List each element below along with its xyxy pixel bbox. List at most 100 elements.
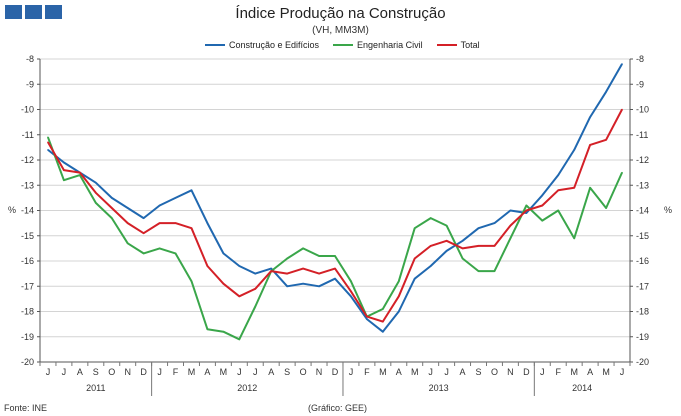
data-point <box>270 267 273 270</box>
x-tick-label: M <box>602 367 610 377</box>
data-point <box>222 282 225 285</box>
x-tick-label: O <box>491 367 498 377</box>
data-point <box>222 330 225 333</box>
data-point <box>477 245 480 247</box>
x-tick-label: D <box>332 367 339 377</box>
data-point <box>397 295 400 298</box>
data-point <box>525 204 528 207</box>
data-point <box>477 270 480 272</box>
data-point <box>605 207 607 209</box>
y-tick-label-left: -12 <box>21 155 34 165</box>
x-tick-label: O <box>108 367 115 377</box>
data-point <box>429 265 432 267</box>
data-point <box>557 174 560 176</box>
x-tick-label: J <box>428 367 433 377</box>
y-tick-label-left: -14 <box>21 206 34 216</box>
data-point <box>605 91 607 93</box>
data-point <box>509 237 512 240</box>
data-point <box>382 308 384 310</box>
data-point <box>318 255 320 257</box>
data-point <box>413 227 416 229</box>
data-point <box>95 192 97 194</box>
data-point <box>445 224 448 227</box>
data-point <box>477 227 480 229</box>
data-point <box>445 240 448 242</box>
x-tick-label: A <box>396 367 402 377</box>
data-point <box>429 217 432 219</box>
data-point <box>461 257 464 260</box>
data-point <box>382 320 384 323</box>
data-point <box>589 186 591 189</box>
x-tick-label: A <box>268 367 274 377</box>
data-point <box>573 237 575 240</box>
chart-title: Índice Produção na Construção <box>235 5 446 22</box>
year-label: 2013 <box>429 383 449 393</box>
y-axis-label-left: % <box>8 205 16 215</box>
data-point <box>190 227 193 229</box>
y-tick-label-left: -19 <box>21 332 34 342</box>
data-point <box>63 169 65 171</box>
data-point <box>270 270 273 272</box>
data-point <box>158 204 161 207</box>
year-label: 2011 <box>86 383 105 393</box>
series-line <box>47 136 623 341</box>
x-tick-label: F <box>555 367 561 377</box>
x-tick-label: D <box>140 367 147 377</box>
data-point <box>461 240 464 242</box>
y-tick-label-left: -17 <box>21 281 34 291</box>
data-point <box>382 330 384 333</box>
year-label: 2014 <box>572 383 592 393</box>
data-point <box>541 194 544 197</box>
data-point <box>238 295 241 298</box>
data-point <box>605 139 607 141</box>
data-point <box>397 310 400 313</box>
x-tick-label: A <box>204 367 210 377</box>
data-point <box>142 232 145 235</box>
data-point <box>47 149 49 151</box>
y-tick-label-right: -16 <box>636 256 649 266</box>
data-point <box>254 272 257 275</box>
data-point <box>557 209 560 212</box>
data-point <box>206 328 209 330</box>
data-point <box>573 186 575 189</box>
data-point <box>573 149 575 151</box>
x-tick-label: A <box>460 367 466 377</box>
x-tick-label: J <box>62 367 67 377</box>
data-point <box>302 282 304 285</box>
year-label: 2012 <box>237 383 257 393</box>
data-point <box>621 108 623 111</box>
chart-subtitle: (VH, MM3M) <box>312 25 369 36</box>
data-point <box>142 217 145 219</box>
data-point <box>95 181 97 184</box>
data-point <box>126 222 129 224</box>
data-point <box>621 171 623 174</box>
y-tick-label-right: -20 <box>636 357 649 367</box>
legend-label: Construção e Edifícios <box>229 40 320 50</box>
x-tick-label: A <box>77 367 83 377</box>
x-tick-label: N <box>316 367 323 377</box>
y-tick-label-right: -9 <box>636 79 644 89</box>
data-point <box>397 280 400 283</box>
x-tick-label: J <box>540 367 545 377</box>
data-point <box>493 245 496 247</box>
x-tick-label: S <box>93 367 99 377</box>
y-tick-label-right: -18 <box>636 307 649 317</box>
chart-legend: Construção e Edifícios Engenharia Civil To… <box>205 40 480 50</box>
data-point <box>621 63 623 65</box>
data-point <box>589 144 591 146</box>
y-tick-label-left: -13 <box>21 180 34 190</box>
data-point <box>557 189 560 192</box>
data-point <box>110 207 113 209</box>
data-point <box>366 318 368 320</box>
y-tick-label-right: -8 <box>636 54 644 64</box>
logo <box>5 5 62 19</box>
source-note: Fonte: INE <box>4 403 48 413</box>
legend-swatch <box>436 44 457 46</box>
data-point <box>318 285 320 288</box>
data-point <box>174 222 177 224</box>
data-point <box>254 305 257 308</box>
data-point <box>350 295 352 298</box>
data-point <box>190 189 193 192</box>
data-point <box>174 252 177 255</box>
data-point <box>302 267 304 270</box>
